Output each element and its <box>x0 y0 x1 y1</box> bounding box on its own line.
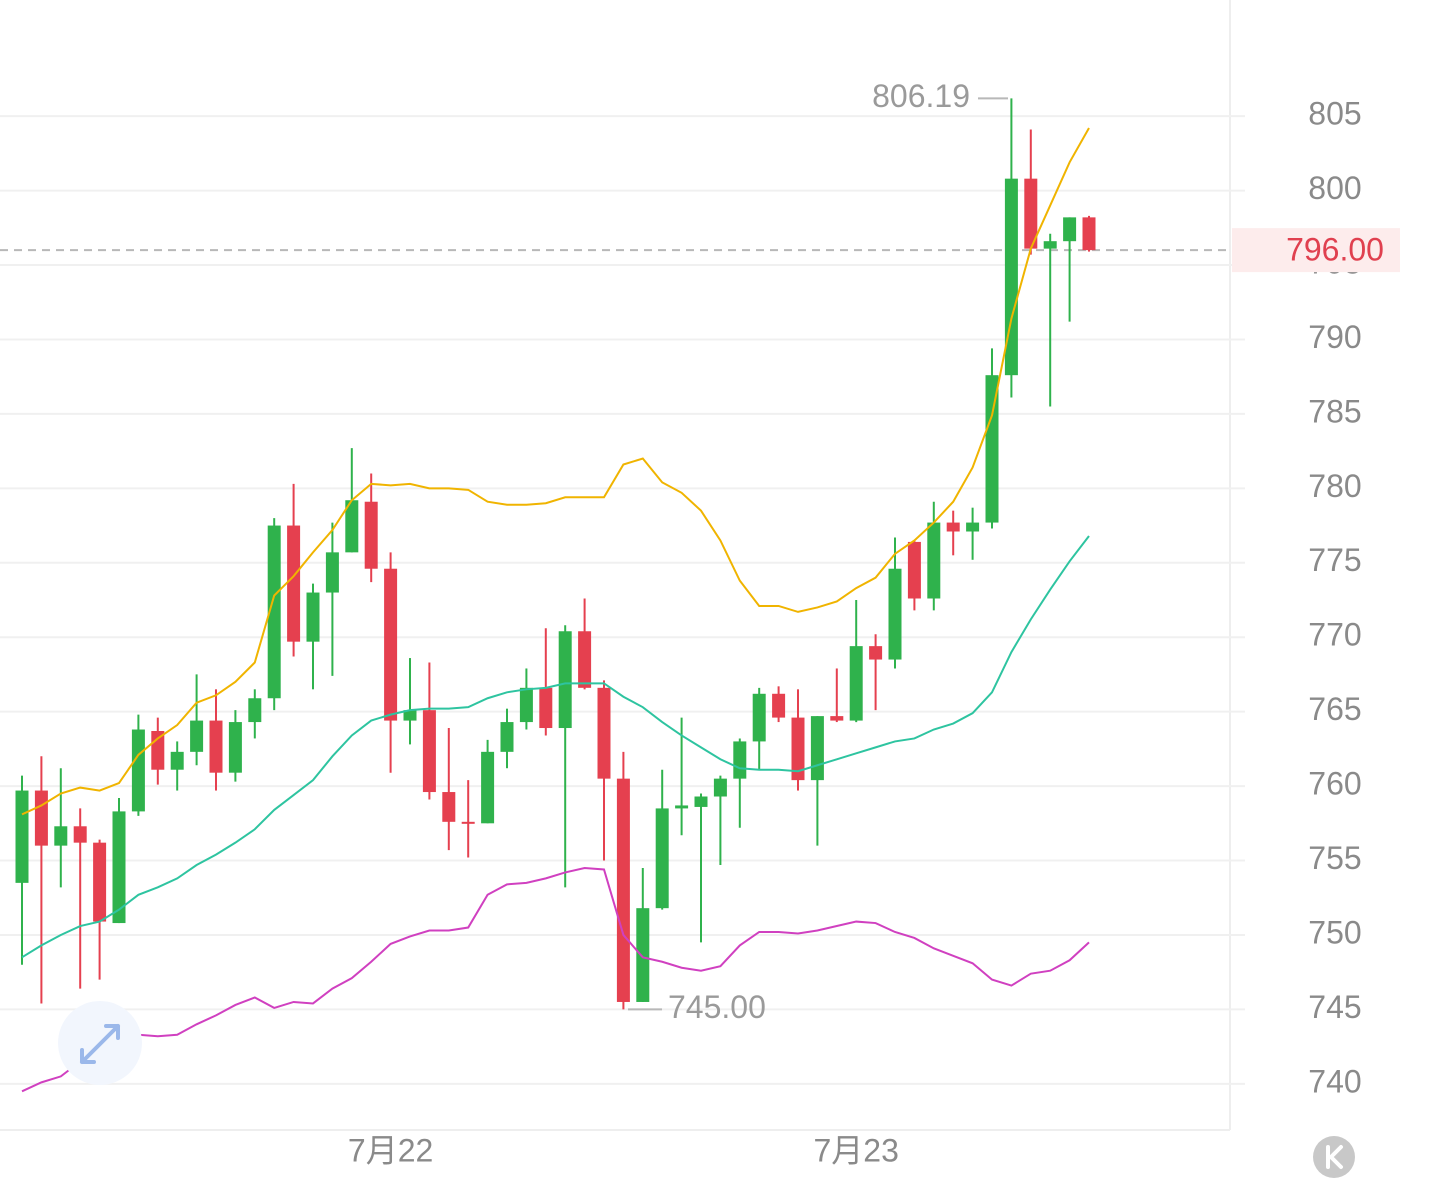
expand-button[interactable] <box>58 1001 142 1085</box>
candle-body <box>151 731 165 770</box>
candle-body <box>1063 217 1077 242</box>
candle-body <box>403 710 417 721</box>
candle-body <box>267 525 281 699</box>
candle-body <box>927 522 941 599</box>
candle-body <box>655 808 669 909</box>
candle-body <box>500 722 514 752</box>
candle-body <box>461 821 475 824</box>
y-tick-label: 760 <box>1308 766 1361 802</box>
candle-body <box>558 631 572 729</box>
last-price-tag <box>1232 228 1400 273</box>
candle-body <box>849 646 863 721</box>
candle-body <box>1004 178 1018 376</box>
candle-body <box>791 717 805 781</box>
candle-body <box>907 541 921 599</box>
candle-body <box>675 805 689 809</box>
candle-body <box>694 796 708 807</box>
y-tick-label: 775 <box>1308 542 1361 578</box>
chart-type-button[interactable] <box>1313 1136 1355 1178</box>
candle-body <box>888 568 902 660</box>
moving-average-line <box>21 866 1090 1093</box>
y-tick-label: 750 <box>1308 914 1361 950</box>
candle-body <box>539 687 553 729</box>
y-tick-label: 745 <box>1308 989 1361 1025</box>
candle-body <box>306 592 320 642</box>
candle-body <box>73 826 87 843</box>
candle-body <box>597 687 611 779</box>
candle-body <box>209 720 223 773</box>
x-tick-label: 7月22 <box>348 1132 433 1168</box>
candle-body <box>1082 217 1096 251</box>
candle-body <box>34 790 48 846</box>
candle-body <box>966 522 980 532</box>
y-tick-label: 765 <box>1308 691 1361 727</box>
y-tick-label: 770 <box>1308 617 1361 653</box>
candle-body <box>422 710 436 793</box>
candle-body <box>772 693 786 718</box>
candle-body <box>228 722 242 773</box>
candle-body <box>1043 241 1057 249</box>
candle-body <box>578 631 592 688</box>
y-tick-label: 755 <box>1308 840 1361 876</box>
candle-body <box>364 501 378 569</box>
candle-body <box>190 720 204 752</box>
candle-body <box>810 716 824 781</box>
y-tick-label: 800 <box>1308 170 1361 206</box>
candle-body <box>636 908 650 1002</box>
candle-body <box>752 693 766 742</box>
candle-body <box>345 500 359 553</box>
y-tick-label: 780 <box>1308 468 1361 504</box>
moving-average-line <box>21 127 1090 816</box>
candle-body <box>713 778 727 797</box>
chart-type-icon <box>1326 1145 1343 1169</box>
candle-body <box>733 741 747 779</box>
candle-body <box>616 778 630 1002</box>
candle-body <box>481 751 495 824</box>
last-price-label: 796.00 <box>1286 232 1384 268</box>
candle-body <box>287 525 301 642</box>
y-tick-label: 785 <box>1308 393 1361 429</box>
x-tick-label: 7月23 <box>813 1132 898 1168</box>
candle-body <box>54 826 68 846</box>
chart-type-button-bg <box>1313 1136 1355 1178</box>
candle-body <box>384 568 398 721</box>
candle-body <box>869 646 883 660</box>
candle-body <box>519 687 533 723</box>
y-tick-label: 790 <box>1308 319 1361 355</box>
candle-body <box>15 790 29 883</box>
high-label: 806.19 <box>872 78 970 114</box>
candle-body <box>131 729 145 812</box>
candle-body <box>442 792 456 822</box>
candle-body <box>830 716 844 721</box>
y-tick-label: 740 <box>1308 1063 1361 1099</box>
candle-body <box>985 375 999 523</box>
candle-body <box>112 811 126 924</box>
low-label: 745.00 <box>668 989 766 1025</box>
candle-body <box>93 842 107 922</box>
expand-icon <box>80 1024 120 1064</box>
moving-average-line <box>21 535 1090 959</box>
candle-body <box>325 552 339 593</box>
y-tick-label: 805 <box>1308 96 1361 132</box>
candle-body <box>1024 178 1038 249</box>
candle-body <box>248 698 262 723</box>
candle-body <box>946 522 960 532</box>
candle-body <box>170 751 184 770</box>
